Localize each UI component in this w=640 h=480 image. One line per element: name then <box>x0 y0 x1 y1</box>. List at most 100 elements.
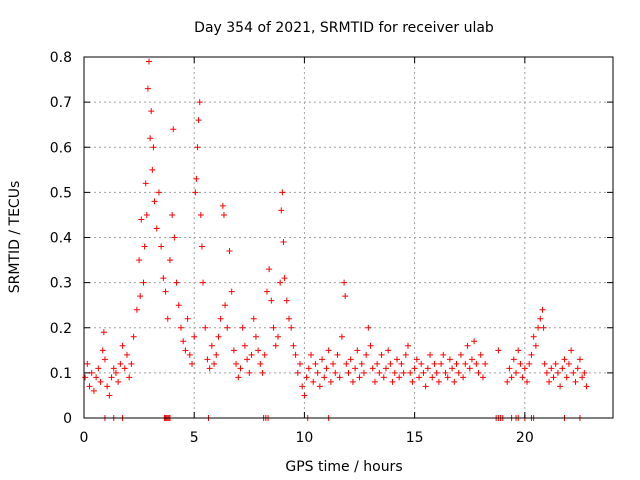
data-point <box>528 351 535 358</box>
data-point <box>310 378 317 385</box>
data-point <box>220 211 227 218</box>
data-point <box>151 198 158 205</box>
data-point <box>391 369 398 376</box>
data-point <box>90 387 97 394</box>
x-tick-label: 20 <box>516 430 534 446</box>
data-point <box>519 374 526 381</box>
data-point <box>570 369 577 376</box>
data-point <box>115 378 122 385</box>
data-point <box>323 365 330 372</box>
data-point <box>343 360 350 367</box>
data-point <box>548 365 555 372</box>
data-point <box>510 356 517 363</box>
data-point <box>280 239 287 246</box>
data-point <box>387 360 394 367</box>
data-point <box>559 365 566 372</box>
data-point <box>349 378 356 385</box>
data-point <box>380 374 387 381</box>
data-point <box>292 351 299 358</box>
data-point <box>422 383 429 390</box>
data-point <box>479 374 486 381</box>
x-tick-label: 10 <box>296 430 314 446</box>
data-point <box>321 374 328 381</box>
data-point <box>257 360 264 367</box>
data-point <box>550 374 557 381</box>
data-point <box>228 288 235 295</box>
data-point <box>204 356 211 363</box>
data-point <box>431 360 438 367</box>
x-axis-ticks: 0 5 10 15 20 <box>80 57 534 446</box>
data-point <box>393 356 400 363</box>
data-point <box>84 360 91 367</box>
data-point <box>189 360 196 367</box>
data-point <box>143 211 150 218</box>
data-point <box>128 360 135 367</box>
data-point <box>297 360 304 367</box>
data-point <box>319 356 326 363</box>
data-point <box>153 225 160 232</box>
data-point <box>540 324 547 331</box>
data-point <box>277 279 284 286</box>
data-point <box>95 365 102 372</box>
data-point <box>100 329 107 336</box>
data-point <box>332 369 339 376</box>
data-point <box>334 351 341 358</box>
data-point <box>554 369 561 376</box>
y-tick-label: 0.4 <box>50 231 72 247</box>
data-point <box>237 365 244 372</box>
data-point <box>171 234 178 241</box>
y-tick-label: 0.2 <box>50 321 72 337</box>
data-point <box>389 378 396 385</box>
data-point <box>279 189 286 196</box>
data-point <box>119 342 126 349</box>
data-point <box>515 347 522 354</box>
data-point <box>146 58 153 65</box>
data-point <box>239 324 246 331</box>
data-point <box>561 356 568 363</box>
data-point <box>374 360 381 367</box>
data-point <box>308 351 315 358</box>
data-point <box>121 365 128 372</box>
x-axis-label: GPS time / hours <box>285 459 402 475</box>
data-point <box>290 342 297 349</box>
data-point <box>416 374 423 381</box>
data-point <box>451 378 458 385</box>
data-point <box>325 347 332 354</box>
data-point <box>526 360 533 367</box>
data-point <box>160 275 167 282</box>
data-point <box>376 369 383 376</box>
data-point <box>173 279 180 286</box>
y-tick-label: 0 <box>63 411 72 427</box>
data-point <box>341 279 348 286</box>
data-point <box>429 374 436 381</box>
data-point <box>462 360 469 367</box>
data-point <box>557 383 564 390</box>
data-point <box>312 360 319 367</box>
data-point <box>149 166 156 173</box>
data-point <box>283 297 290 304</box>
data-point <box>208 342 215 349</box>
data-point <box>192 189 199 196</box>
y-tick-label: 0.3 <box>50 276 72 292</box>
data-points <box>82 58 590 421</box>
data-point <box>330 360 337 367</box>
data-point <box>117 360 124 367</box>
y-tick-label: 0.6 <box>50 140 72 156</box>
data-point <box>194 144 201 151</box>
data-point <box>475 369 482 376</box>
y-tick-label: 0.1 <box>50 366 72 382</box>
data-point <box>409 378 416 385</box>
data-point <box>108 374 115 381</box>
data-point <box>576 356 583 363</box>
data-point <box>411 365 418 372</box>
data-point <box>338 333 345 340</box>
data-point <box>226 248 233 255</box>
data-point <box>170 126 177 133</box>
data-point <box>363 351 370 358</box>
data-point <box>138 216 145 223</box>
data-point <box>581 369 588 376</box>
data-point <box>354 347 361 354</box>
data-point <box>568 347 575 354</box>
data-point <box>198 243 205 250</box>
data-point <box>235 374 242 381</box>
